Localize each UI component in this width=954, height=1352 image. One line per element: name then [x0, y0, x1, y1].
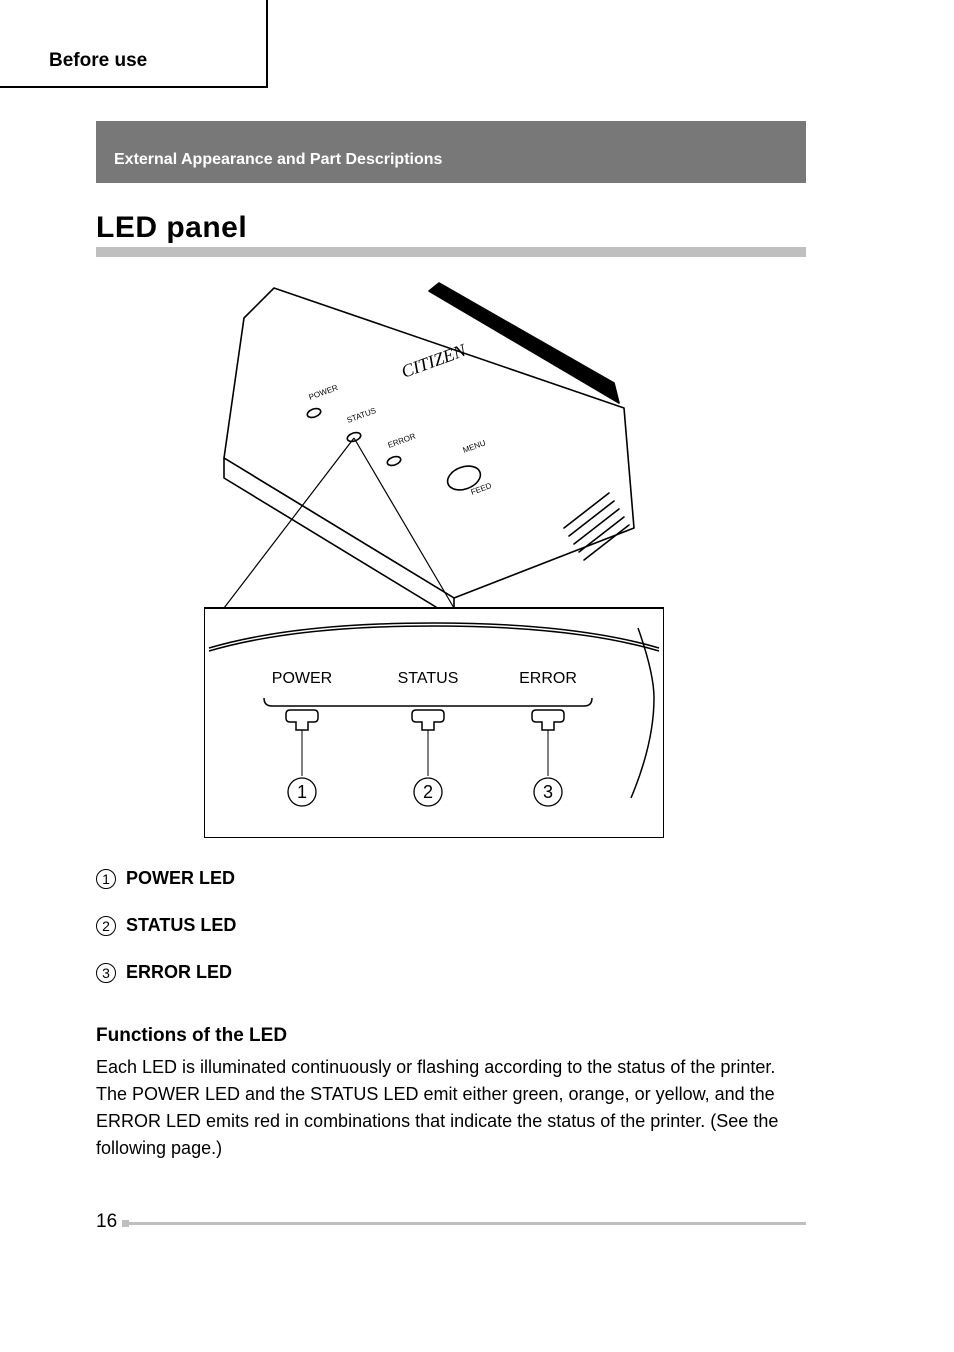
header-vertical-rule — [266, 0, 268, 88]
svg-text:1: 1 — [297, 782, 307, 802]
detail-label-status: STATUS — [398, 670, 459, 687]
legend-label: STATUS LED — [126, 915, 236, 936]
led-panel-figure: CITIZEN POWER STATUS ERROR MENU FEED — [204, 278, 664, 838]
detail-label-power: POWER — [272, 670, 332, 687]
detail-label-error: ERROR — [519, 670, 577, 687]
section-title-block: LED panel — [96, 211, 806, 257]
legend-item: 1 POWER LED — [96, 868, 236, 889]
header-horizontal-rule — [0, 86, 268, 88]
subsection-label: External Appearance and Part Description… — [114, 151, 442, 169]
svg-text:2: 2 — [423, 782, 433, 802]
footer-rule — [128, 1222, 806, 1225]
subsection-bar: External Appearance and Part Description… — [96, 121, 806, 183]
functions-body: Each LED is illuminated continuously or … — [96, 1054, 806, 1162]
legend-label: POWER LED — [126, 868, 235, 889]
section-title: LED panel — [96, 211, 806, 247]
legend-number-icon: 1 — [96, 869, 116, 889]
legend-item: 3 ERROR LED — [96, 962, 236, 983]
legend-number-icon: 3 — [96, 963, 116, 983]
legend-item: 2 STATUS LED — [96, 915, 236, 936]
functions-heading: Functions of the LED — [96, 1025, 287, 1047]
svg-text:3: 3 — [543, 782, 553, 802]
breadcrumb: Before use — [49, 50, 147, 72]
legend-list: 1 POWER LED 2 STATUS LED 3 ERROR LED — [96, 868, 236, 1009]
page-number: 16 — [96, 1211, 117, 1233]
legend-label: ERROR LED — [126, 962, 232, 983]
section-underline — [96, 247, 806, 257]
legend-number-icon: 2 — [96, 916, 116, 936]
